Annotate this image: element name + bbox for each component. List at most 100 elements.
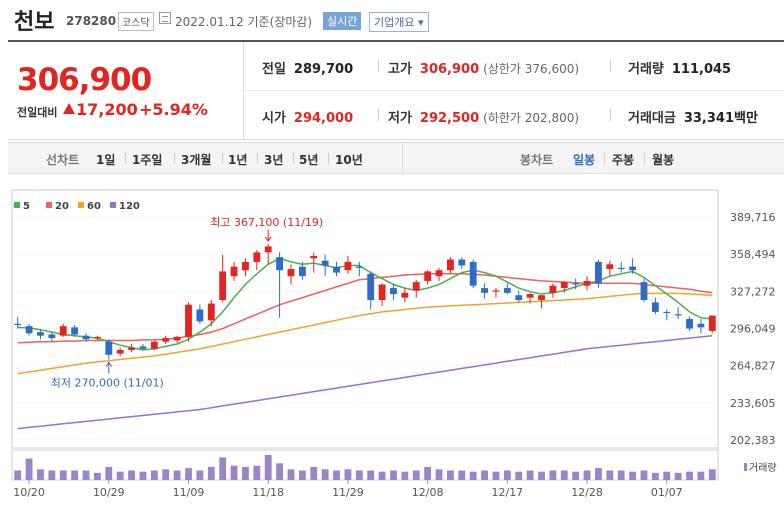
volume-bar (686, 471, 693, 480)
stats-table: 전일 289,700 고가 306,900 (상한가 376,600) 거래량 111,… (244, 42, 784, 140)
volume-bar (333, 470, 340, 480)
volume-bar (185, 468, 192, 480)
volume-bar (515, 471, 523, 480)
volume-bar (25, 458, 33, 480)
divider (610, 109, 611, 121)
volume-bar (583, 470, 591, 480)
candle-body (435, 270, 443, 277)
candle-body (458, 259, 466, 266)
high: 고가 306,900 (상한가 376,600) (388, 58, 579, 77)
candle-body (162, 338, 170, 342)
candle-body (25, 326, 33, 334)
divider (402, 143, 403, 173)
volume-bar (207, 466, 215, 480)
volume-bar (298, 470, 306, 480)
legend-swatch (78, 202, 84, 208)
volume-bar (219, 457, 227, 480)
candle-body (128, 347, 135, 350)
volume-bar (526, 470, 534, 480)
candle-body (310, 255, 318, 259)
candle-body (37, 332, 44, 336)
volume-bar (503, 470, 511, 480)
volume-label: 거래량 (628, 62, 664, 77)
candlestick-chart-svg[interactable]: 389,716 358,494 327,272 296,049 264,827 233,6… (0, 180, 784, 524)
volume-bar (606, 470, 614, 480)
legend-swatch (14, 202, 20, 208)
company-overview-dropdown[interactable]: 기업개요 ▾ (369, 12, 429, 32)
volume-bar (253, 465, 261, 480)
period-10y[interactable]: 10년 (335, 153, 363, 167)
candle-weekly[interactable]: 주봉 (612, 153, 635, 167)
candle-body (629, 266, 637, 271)
candle-body (481, 288, 488, 293)
x-tick-label: 11/09 (173, 486, 205, 499)
change-value: 17,200 (76, 100, 138, 119)
period-5y[interactable]: 5년 (299, 153, 319, 167)
volume-bar (310, 466, 318, 480)
period-3y[interactable]: 3년 (264, 153, 284, 167)
volume-bar (378, 471, 386, 480)
candle-body (59, 326, 67, 336)
candle-body (185, 304, 192, 337)
current-price: 306,900 (17, 62, 152, 98)
volume-bar (162, 469, 170, 480)
down-arrow-icon (264, 229, 272, 242)
stock-code: 278280 (66, 14, 117, 28)
candle-body (674, 314, 682, 316)
candle-body (355, 266, 363, 268)
x-tick-label: 11/18 (252, 486, 284, 499)
divider (604, 153, 605, 164)
candle-body (424, 271, 432, 281)
volume-bar (549, 470, 557, 480)
y-tick-label: 358,494 (730, 248, 776, 261)
volume-bar (321, 469, 329, 480)
upper-limit: (상한가 376,600) (483, 62, 580, 76)
volume-bar (560, 470, 568, 480)
stock-chart[interactable]: 389,716 358,494 327,272 296,049 264,827 233,6… (0, 180, 784, 524)
volume-bar (14, 470, 22, 480)
volume-bar (242, 466, 249, 480)
volume-bar (697, 471, 705, 480)
high-value: 306,900 (419, 62, 480, 77)
up-arrow-icon (63, 103, 75, 114)
volume-bar (48, 470, 56, 480)
x-tick-label: 12/08 (412, 486, 444, 499)
volume-bar (640, 470, 648, 480)
period-1y[interactable]: 1년 (228, 153, 248, 167)
volume-bar (390, 470, 397, 480)
stats-row: 전일 289,700 고가 306,900 (상한가 376,600) 거래량 111,… (244, 42, 784, 91)
ma60-line (17, 292, 713, 375)
period-1d[interactable]: 1일 (96, 153, 116, 167)
volume-legend-swatch (744, 463, 747, 471)
period-1w[interactable]: 1주일 (132, 153, 163, 167)
divider (610, 60, 611, 72)
candle-body (264, 246, 272, 253)
candle-body (344, 261, 352, 271)
legend-label: 5 (23, 201, 30, 212)
amount-unit: 백만 (734, 111, 758, 126)
candle-body (219, 271, 227, 300)
divider (378, 60, 379, 72)
x-tick-label: 12/28 (571, 486, 603, 499)
volume-bar (150, 470, 158, 480)
realtime-button[interactable]: 실시간 (323, 12, 362, 30)
candle-chart-label: 봉차트 (520, 153, 554, 167)
chevron-down-icon: ▾ (414, 16, 424, 29)
period-3m[interactable]: 3개월 (181, 153, 212, 167)
y-tick-label: 389,716 (730, 211, 776, 224)
change-percent: +5.94% (139, 100, 208, 119)
volume-bar (538, 471, 545, 480)
candle-body (640, 282, 648, 300)
volume-bar (71, 470, 79, 480)
candle-monthly[interactable]: 월봉 (652, 153, 675, 167)
candle-body (230, 266, 238, 277)
ma5-line (17, 257, 713, 351)
y-tick-label: 264,827 (730, 360, 776, 373)
candle-daily[interactable]: 일봉 (573, 153, 596, 167)
candle-body (93, 336, 101, 339)
volume-bar (139, 471, 147, 480)
legend-label: 20 (55, 201, 69, 212)
high-label: 고가 (388, 62, 412, 77)
y-tick-label: 233,605 (730, 397, 776, 410)
x-tick-label: 12/17 (491, 486, 523, 499)
